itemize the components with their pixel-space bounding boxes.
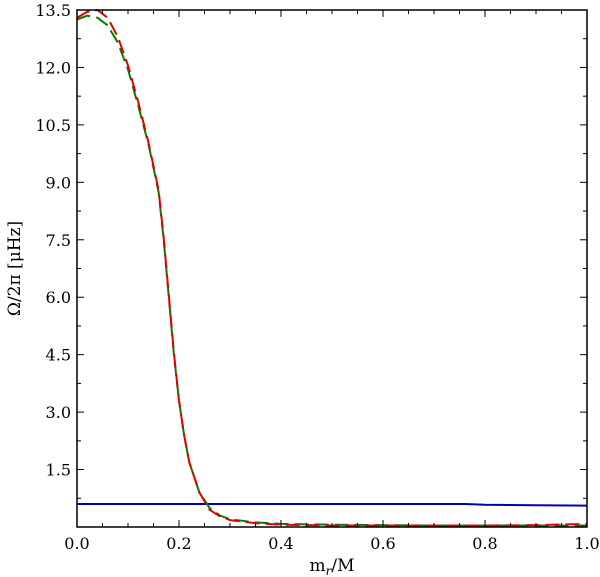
x-axis-title: mr/M xyxy=(309,556,354,577)
y-tick-label: 13.5 xyxy=(35,1,71,20)
y-axis-title: Ω/2π [μHz] xyxy=(5,221,25,316)
y-tick-label: 7.5 xyxy=(46,231,71,250)
y-tick-label: 6.0 xyxy=(46,288,71,307)
y-tick-label: 12.0 xyxy=(35,58,71,77)
labels-layer: 0.0 0.2 0.4 0.6 0.8 1.0 1.5 3.0 4.5 6.0 7.5 9.0 10.5… xyxy=(35,1,599,553)
x-tick-label: 0.4 xyxy=(268,534,293,553)
series-layer xyxy=(76,9,588,527)
x-tick-label: 0.2 xyxy=(166,534,191,553)
x-tick-label: 0.0 xyxy=(64,534,89,553)
x-axis-title-main: m xyxy=(309,556,325,576)
series-line-1 xyxy=(77,503,588,507)
x-tick-label: 0.6 xyxy=(370,534,395,553)
x-axis-title-rest: /M xyxy=(331,556,354,576)
y-tick-label: 10.5 xyxy=(35,116,71,135)
ticks-layer xyxy=(76,9,588,527)
y-tick-label: 3.0 xyxy=(46,403,71,422)
series-line-2 xyxy=(76,14,587,527)
x-axis-title-sub: r xyxy=(326,564,333,577)
plot-frame xyxy=(76,9,588,528)
x-tick-label: 0.8 xyxy=(472,534,497,553)
y-tick-label: 1.5 xyxy=(46,461,71,480)
x-tick-label: 1.0 xyxy=(574,534,599,553)
series-line-3 xyxy=(76,9,588,527)
y-tick-label: 9.0 xyxy=(46,173,71,192)
y-tick-label: 4.5 xyxy=(46,346,71,365)
